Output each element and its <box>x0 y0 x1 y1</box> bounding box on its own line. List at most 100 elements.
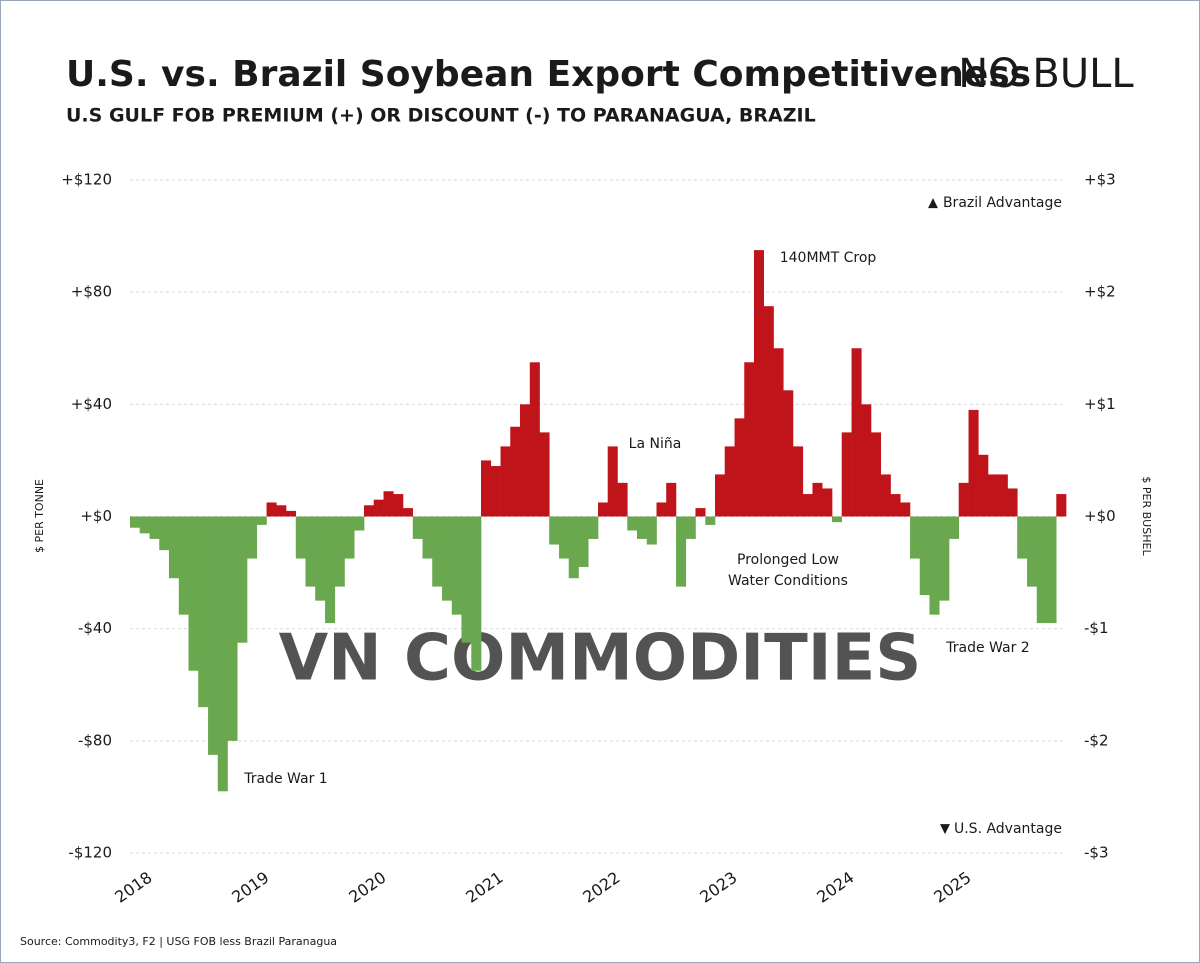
bar <box>607 446 618 517</box>
bar <box>500 446 511 517</box>
annotation: Prolonged Low <box>737 552 839 568</box>
y2-tick-label: +$1 <box>1084 395 1116 413</box>
bar <box>636 516 648 539</box>
bar <box>1036 516 1047 624</box>
bar <box>870 432 882 517</box>
y2-tick-label: +$2 <box>1084 283 1116 301</box>
bar <box>344 516 355 559</box>
bar <box>481 460 492 517</box>
bar <box>949 516 960 539</box>
bar <box>285 510 297 517</box>
bar <box>929 516 940 615</box>
y-tick-label: +$80 <box>71 283 112 301</box>
bar <box>724 446 735 517</box>
y-tick-label: -$120 <box>68 844 112 862</box>
y2-tick-label: -$2 <box>1084 731 1109 749</box>
bar <box>549 516 560 545</box>
bar <box>627 516 638 531</box>
y-tick-label: -$40 <box>78 619 112 637</box>
bar <box>412 516 423 539</box>
bar <box>198 516 209 708</box>
bar <box>276 505 287 517</box>
source: Source: Commodity3, F2 | USG FOB less Br… <box>20 935 337 948</box>
bar <box>753 250 765 517</box>
bar <box>393 494 404 517</box>
legend-label: Brazil Advantage <box>943 195 1062 211</box>
bar <box>130 516 141 528</box>
bar <box>656 502 667 517</box>
bar <box>471 516 482 671</box>
chart-subtitle: U.S GULF FOB PREMIUM (+) OR DISCOUNT (-)… <box>66 105 816 127</box>
annotation: Trade War 1 <box>243 771 327 787</box>
bar <box>919 516 930 596</box>
bar <box>325 516 336 624</box>
chart-title: U.S. vs. Brazil Soybean Export Competiti… <box>66 54 1031 95</box>
bar <box>1007 488 1018 517</box>
y-tick-label: +$40 <box>71 395 112 413</box>
bar <box>900 502 911 517</box>
y2-tick-label: -$1 <box>1084 619 1109 637</box>
bar <box>149 516 160 539</box>
legend-label: U.S. Advantage <box>954 821 1062 837</box>
bar <box>968 409 979 517</box>
bar <box>763 306 774 517</box>
bar <box>685 516 696 539</box>
annotation: La Niña <box>629 436 682 452</box>
bar <box>617 482 628 517</box>
bar <box>139 516 150 534</box>
bar <box>734 418 745 517</box>
y-tick-label: +$120 <box>61 171 112 189</box>
bar <box>168 516 180 579</box>
bar <box>1056 494 1067 517</box>
bar <box>832 516 843 523</box>
bar <box>451 516 462 615</box>
bar <box>958 482 969 517</box>
bar <box>861 404 872 517</box>
bar <box>364 505 375 517</box>
bar <box>529 362 540 517</box>
y2-axis-label: $ PER BUSHEL <box>1140 476 1153 556</box>
bar <box>1027 516 1038 587</box>
legend-symbol: ▼ <box>940 822 950 837</box>
bar <box>178 516 189 615</box>
bar <box>1017 516 1028 559</box>
y-axis-label: $ PER TONNE <box>33 479 46 553</box>
annotation: Water Conditions <box>728 573 848 589</box>
bar <box>578 516 589 567</box>
bar <box>588 516 599 539</box>
bar <box>188 516 199 671</box>
bar <box>334 516 345 587</box>
bar <box>305 516 316 587</box>
y2-tick-label: +$0 <box>1084 507 1116 525</box>
bar <box>354 516 365 531</box>
bar <box>402 508 414 517</box>
bar <box>880 474 891 517</box>
logo: NO BULL <box>958 51 1134 97</box>
bar <box>442 516 453 601</box>
bar <box>373 499 384 517</box>
y-tick-label: -$80 <box>78 731 112 749</box>
bar <box>598 502 609 517</box>
bar <box>256 516 267 525</box>
bar <box>539 432 550 517</box>
bar <box>247 516 258 559</box>
bar <box>295 516 306 559</box>
bar <box>315 516 326 601</box>
bar <box>812 482 823 517</box>
bar <box>997 474 1008 517</box>
bar <box>910 516 921 559</box>
bar <box>266 502 277 517</box>
bar <box>939 516 950 601</box>
bar <box>851 348 862 517</box>
bar <box>773 348 784 517</box>
bar <box>519 404 531 517</box>
bar <box>715 474 726 517</box>
bar <box>432 516 443 587</box>
y2-tick-label: -$3 <box>1084 844 1109 862</box>
bar <box>568 516 579 579</box>
bar <box>208 516 219 755</box>
bar <box>217 516 228 792</box>
y2-tick-label: +$3 <box>1084 171 1116 189</box>
